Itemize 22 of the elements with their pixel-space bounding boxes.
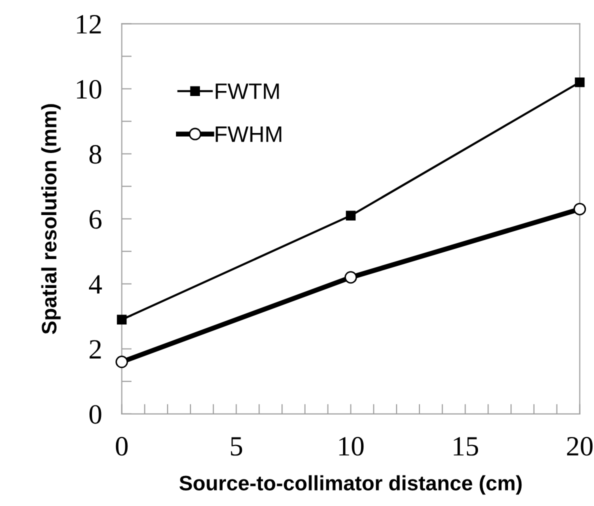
x-tick-label: 5 (230, 437, 242, 456)
point (116, 314, 127, 324)
legend-label: FWTM (216, 84, 279, 99)
point (344, 271, 358, 284)
y-tick-label: 4 (88, 275, 102, 294)
legend-label: FWHM (216, 126, 282, 142)
point (116, 356, 128, 368)
y-axis-title: Spatial resolution (mm) (41, 104, 61, 334)
x-tick-label: 15 (454, 437, 478, 456)
x-axis-title: Source-to-collimator distance (cm) (179, 475, 522, 495)
point (574, 77, 585, 88)
point (573, 202, 586, 216)
y-tick-label: 8 (89, 144, 102, 164)
y-tick-label: 0 (89, 405, 102, 424)
y-tick-label: 2 (90, 340, 101, 359)
y-tick-label: 12 (76, 15, 101, 34)
y-tick-label: 6 (90, 210, 102, 229)
x-tick-label: 0 (116, 436, 128, 456)
x-tick-label: 20 (567, 436, 593, 456)
y-tick-label: 10 (76, 80, 102, 99)
point (346, 210, 356, 220)
x-tick-label: 10 (339, 436, 364, 456)
